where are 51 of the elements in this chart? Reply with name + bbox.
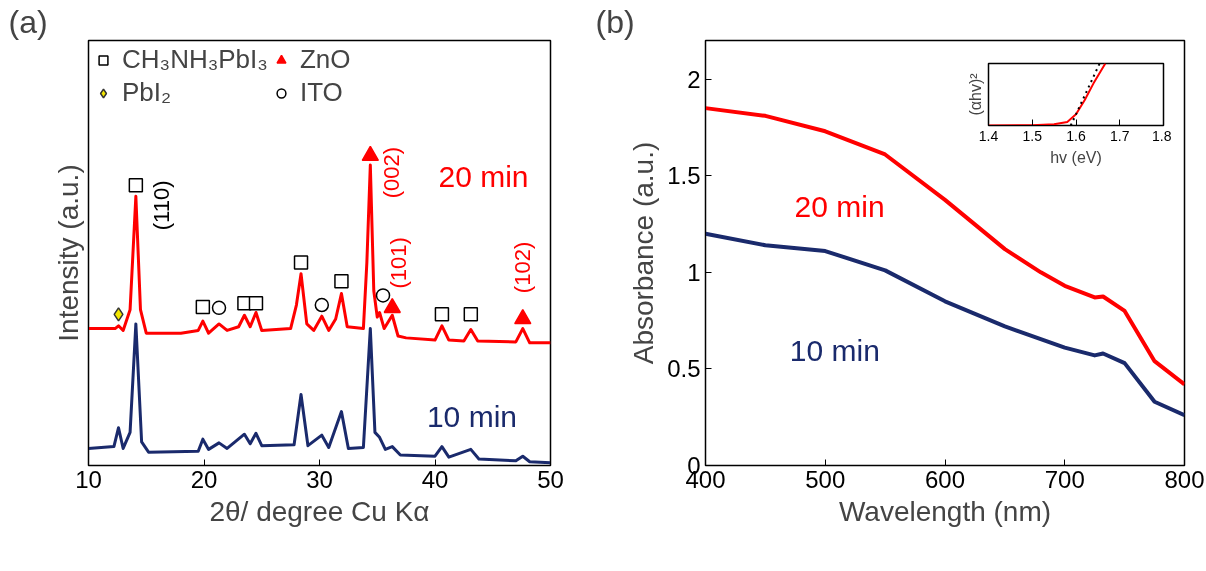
x-tick-label: 10 [75,465,102,493]
y-tick-label: 1.5 [667,162,701,190]
annotation: (002) [378,146,404,199]
text: 20 min [438,160,529,193]
x-tick-label: 700 [1044,465,1085,493]
x-tick-label: 1.8 [1152,127,1172,144]
x-tick-label: 1.7 [1110,127,1130,144]
x-tick-label: 50 [537,465,564,493]
point [314,297,330,313]
x-tick-label: 20 [190,465,218,493]
x-axis-title: Wavelength (nm) [838,495,1052,527]
x-tick-label: 600 [924,465,966,493]
y-tick-label: 2 [687,65,701,93]
x-axis-title: 2θ/ degree Cu Kα [209,495,430,527]
line-series [705,231,1185,418]
point [334,273,349,289]
series-label: 10 min [789,334,880,368]
y-axis-title: Absorbance (a.u.) [628,141,660,365]
x-axis-title: hv (eV) [1050,148,1102,166]
point [375,288,391,303]
x-tick-label: 30 [306,465,333,493]
point [195,299,211,315]
y-tick-label: 1 [687,258,701,286]
legend-label: PbI₂ [122,77,172,108]
chart-title: (a) [8,3,48,40]
series-label: 10 min [426,399,517,433]
x-tick-label: 1.6 [1066,127,1086,144]
point [434,307,450,322]
x-tick-label: 800 [1164,465,1205,493]
x-tick-label: 1.4 [978,127,999,144]
y-axis-title: (αhv)² [966,72,984,116]
x-tick-label: 500 [805,465,846,493]
legend-label: CH₃NH₃PbI₃ [122,44,268,75]
x-tick-label: 40 [421,465,449,493]
point [248,295,264,311]
point [211,300,227,316]
point [293,255,309,270]
series-label: 20 min [794,189,885,223]
annotation: (102) [510,241,536,294]
point [361,145,380,162]
annotation: (101) [385,237,411,289]
point [128,177,144,193]
legend-label: ZnO [299,44,351,75]
y-tick-label: 0.5 [667,355,701,383]
legend-label: ITO [299,77,343,108]
chart-title: (b) [595,3,635,40]
x-tick-label: 1.5 [1022,127,1043,144]
point [463,307,479,322]
y-axis-title: Intensity (a.u.) [52,164,84,342]
annotation: (110) [148,180,174,231]
point [113,307,124,322]
